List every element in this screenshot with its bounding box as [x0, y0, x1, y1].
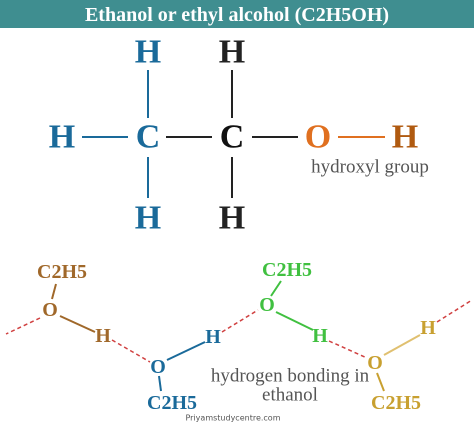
atom: C	[136, 119, 161, 156]
title: Ethanol or ethyl alcohol (C2H5OH)	[85, 4, 389, 26]
bond	[275, 311, 314, 331]
atom: O	[259, 294, 275, 316]
title-bar	[0, 0, 474, 28]
atom: H	[312, 325, 328, 347]
watermark: Priyamstudycentre.com	[185, 414, 280, 423]
caption: ethanol	[262, 385, 318, 406]
group: C2H5	[37, 261, 87, 283]
hydrogen-bond	[436, 299, 473, 323]
atom: H	[219, 34, 245, 71]
bond	[166, 341, 206, 361]
hydrogen-bond	[328, 340, 368, 359]
hydrogen-bond	[221, 309, 259, 333]
bond	[59, 315, 96, 333]
atom: O	[367, 352, 383, 374]
atom: H	[135, 200, 161, 237]
atom: C	[220, 119, 245, 156]
hydrogen-bond	[5, 317, 41, 335]
atom: H	[49, 119, 75, 156]
atom: O	[42, 299, 58, 321]
group: C2H5	[147, 392, 197, 414]
hydroxyl-label: hydroxyl group	[311, 157, 429, 178]
bond	[270, 280, 282, 297]
bond	[158, 375, 162, 392]
bond	[51, 283, 57, 300]
hydrogen-bond	[111, 339, 151, 363]
group: C2H5	[262, 259, 312, 281]
bond	[383, 334, 421, 356]
atom: H	[205, 326, 221, 348]
atom: H	[420, 317, 436, 339]
atom: O	[305, 119, 331, 156]
caption: hydrogen bonding in	[211, 366, 370, 387]
atom: O	[150, 356, 166, 378]
atom: H	[219, 200, 245, 237]
atom: H	[135, 34, 161, 71]
structure-bonds	[82, 70, 385, 198]
group: C2H5	[371, 392, 421, 414]
atom: H	[392, 119, 418, 156]
atom: H	[95, 325, 111, 347]
bonding-bonds	[5, 280, 473, 392]
bond	[376, 372, 385, 392]
